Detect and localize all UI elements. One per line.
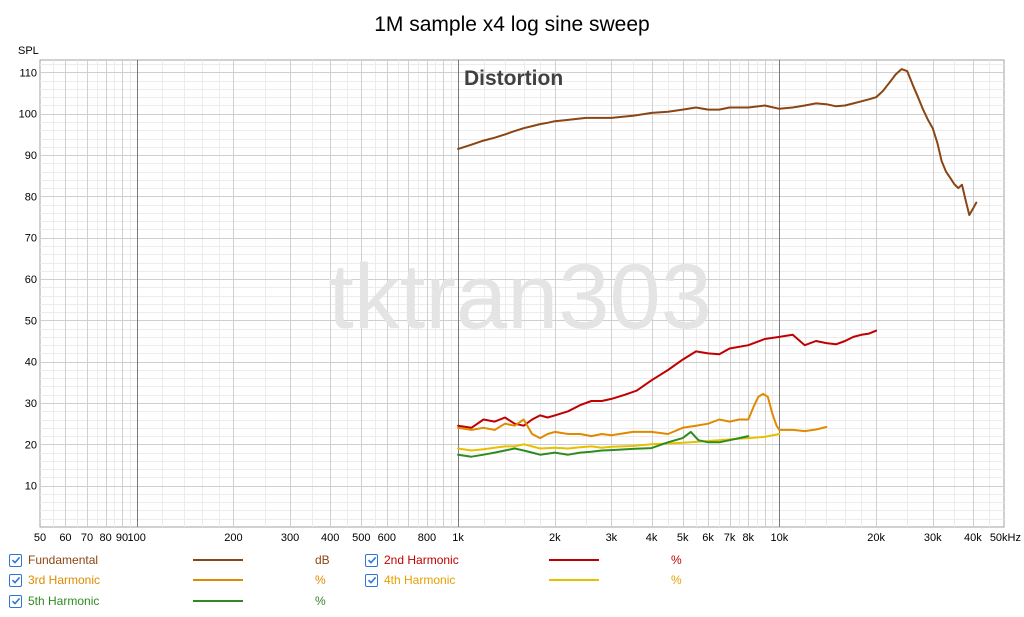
x-tick-label: 20k	[867, 532, 885, 544]
legend-item-2nd-harmonic[interactable]: 2nd Harmonic %	[365, 550, 691, 570]
x-tick-label: 300	[281, 532, 299, 544]
x-tick-label: 600	[378, 532, 396, 544]
x-tick-label: 2k	[549, 532, 561, 544]
x-tick-label: 8k	[742, 532, 754, 544]
checkbox-checked-icon[interactable]	[9, 573, 22, 587]
y-tick-label: 40	[25, 357, 37, 369]
legend-swatch	[193, 559, 243, 561]
x-tick-label: 40k	[964, 532, 982, 544]
x-tick-label: 50	[34, 532, 46, 544]
chart-title: 1M sample x4 log sine sweep	[374, 13, 649, 36]
series-line-2nd-harmonic	[457, 329, 878, 429]
x-tick-label: 1k	[452, 532, 464, 544]
legend-label: 3rd Harmonic	[28, 573, 101, 587]
legend-label: 2nd Harmonic	[384, 553, 459, 567]
legend-unit: dB	[315, 553, 330, 567]
legend-item-4th-harmonic[interactable]: 4th Harmonic %	[365, 570, 691, 590]
legend-unit: %	[671, 573, 682, 587]
legend: Fundamental dB 2nd Harmonic % 3rd Harmon…	[0, 548, 1024, 617]
checkbox-checked-icon[interactable]	[9, 553, 22, 567]
x-tick-label: 200	[224, 532, 242, 544]
x-tick-label: 100	[128, 532, 146, 544]
watermark: tktran303	[328, 246, 712, 348]
x-tick-label: 30k	[924, 532, 942, 544]
y-tick-label: 90	[25, 150, 37, 162]
x-tick-label: 500	[352, 532, 370, 544]
legend-label: 5th Harmonic	[28, 594, 100, 608]
series-line-5th-harmonic	[457, 430, 750, 458]
chart-annotation: Distortion	[464, 67, 563, 90]
x-tick-label: 10k	[771, 532, 789, 544]
x-tick-label: 5k	[677, 532, 689, 544]
legend-swatch	[193, 600, 243, 602]
x-tick-label: 50kHz	[990, 532, 1021, 544]
series-line-4th-harmonic	[457, 433, 781, 452]
legend-unit: %	[315, 594, 326, 608]
legend-unit: %	[315, 573, 326, 587]
y-tick-label: 50	[25, 315, 37, 327]
y-tick-label: 10	[25, 481, 37, 493]
legend-label: 4th Harmonic	[384, 573, 456, 587]
x-tick-label: 60	[59, 532, 71, 544]
series-line-fundamental	[457, 68, 978, 216]
x-tick-label: 4k	[646, 532, 658, 544]
legend-swatch	[549, 579, 599, 581]
x-tick-label: 6k	[702, 532, 714, 544]
y-tick-label: 60	[25, 274, 37, 286]
y-tick-label: 70	[25, 233, 37, 245]
checkbox-checked-icon[interactable]	[9, 594, 22, 608]
x-tick-label: 800	[418, 532, 436, 544]
x-tick-label: 7k	[724, 532, 736, 544]
y-tick-label: 20	[25, 439, 37, 451]
legend-item-3rd-harmonic[interactable]: 3rd Harmonic %	[9, 570, 335, 590]
series-line-3rd-harmonic	[457, 392, 828, 440]
x-tick-label: 80	[99, 532, 111, 544]
legend-item-5th-harmonic[interactable]: 5th Harmonic %	[9, 591, 335, 611]
legend-swatch	[549, 559, 599, 561]
checkbox-checked-icon[interactable]	[365, 553, 378, 567]
x-tick-label: 400	[321, 532, 339, 544]
legend-swatch	[193, 579, 243, 581]
legend-item-fundamental[interactable]: Fundamental dB	[9, 550, 335, 570]
chart-svg: 1M sample x4 log sine sweep SPL tktran30…	[18, 13, 1021, 544]
y-tick-label: 100	[19, 109, 37, 121]
x-tick-label: 90	[116, 532, 128, 544]
x-tick-label: 3k	[606, 532, 618, 544]
legend-unit: %	[671, 553, 682, 567]
legend-label: Fundamental	[28, 553, 99, 567]
y-tick-label: 110	[19, 67, 37, 79]
checkbox-checked-icon[interactable]	[365, 573, 378, 587]
y-axis-label: SPL	[18, 45, 39, 57]
y-tick-label: 30	[25, 398, 37, 410]
x-tick-label: 70	[81, 532, 93, 544]
y-tick-label: 80	[25, 191, 37, 203]
